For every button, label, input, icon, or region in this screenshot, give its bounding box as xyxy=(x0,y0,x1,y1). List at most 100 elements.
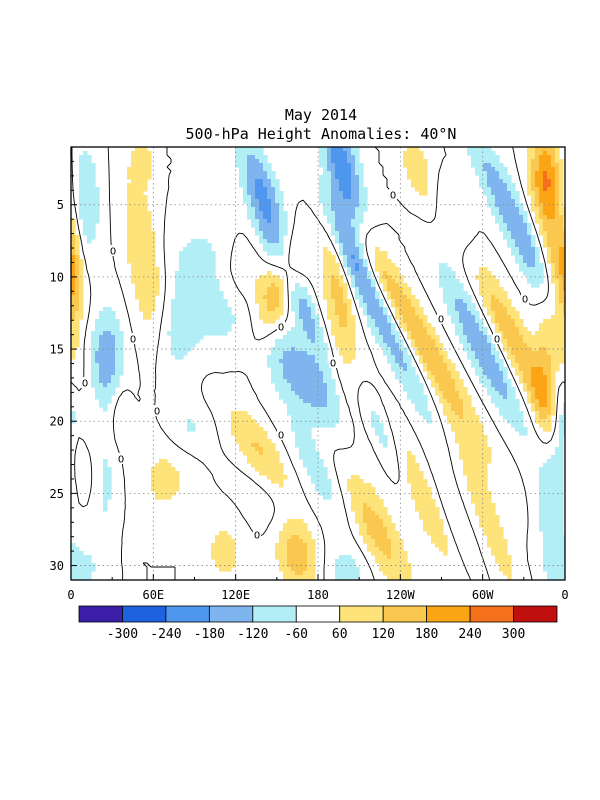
anomaly-cell xyxy=(539,491,564,496)
anomaly-cell xyxy=(263,215,272,220)
anomaly-cell xyxy=(415,347,420,352)
anomaly-cell xyxy=(459,315,476,320)
anomaly-cell xyxy=(563,303,565,308)
anomaly-cell xyxy=(411,483,428,488)
anomaly-cell xyxy=(319,151,328,156)
anomaly-cell xyxy=(551,315,565,320)
anomaly-cell xyxy=(299,455,320,460)
anomaly-cell xyxy=(71,559,92,564)
anomaly-cell xyxy=(527,183,532,188)
anomaly-cell xyxy=(323,267,340,272)
anomaly-cell xyxy=(559,291,565,296)
anomaly-cell xyxy=(331,227,336,232)
anomaly-cell xyxy=(559,415,565,420)
anomaly-cell xyxy=(399,319,404,324)
anomaly-cell xyxy=(523,339,565,344)
anomaly-cell xyxy=(547,251,552,256)
anomaly-cell xyxy=(307,555,316,560)
anomaly-cell xyxy=(251,223,260,228)
anomaly-cell xyxy=(427,531,444,536)
anomaly-cell xyxy=(99,335,116,340)
anomaly-cell xyxy=(255,295,264,300)
anomaly-cell xyxy=(455,327,464,332)
anomaly-cell xyxy=(71,219,76,224)
anomaly-cell xyxy=(383,519,392,524)
anomaly-cell xyxy=(399,363,408,368)
anomaly-cell xyxy=(487,307,492,312)
anomaly-cell xyxy=(527,191,536,196)
anomaly-cell xyxy=(487,183,508,188)
anomaly-cell xyxy=(311,311,316,316)
anomaly-cell xyxy=(463,407,476,412)
anomaly-cell xyxy=(543,171,548,176)
anomaly-cell xyxy=(395,315,404,320)
anomaly-cell xyxy=(91,371,100,376)
anomaly-cell xyxy=(131,279,160,284)
anomaly-cell xyxy=(71,567,96,572)
anomaly-cell xyxy=(503,379,512,384)
anomaly-cell xyxy=(183,247,212,252)
anomaly-cell xyxy=(495,327,500,332)
anomaly-cell xyxy=(71,307,80,312)
anomaly-cell xyxy=(475,167,484,172)
anomaly-cell xyxy=(247,215,256,220)
anomaly-cell xyxy=(335,239,340,244)
anomaly-cell xyxy=(447,415,460,420)
anomaly-cell xyxy=(371,423,384,428)
anomaly-cell xyxy=(335,343,356,348)
x-tick-label: 120E xyxy=(221,588,250,602)
anomaly-cell xyxy=(555,311,564,316)
anomaly-cell xyxy=(467,335,488,340)
anomaly-cell xyxy=(355,519,364,524)
anomaly-cell xyxy=(295,347,328,352)
anomaly-cell xyxy=(351,279,356,284)
anomaly-cell xyxy=(463,299,472,304)
anomaly-cell xyxy=(463,323,480,328)
anomaly-cell xyxy=(547,243,565,248)
anomaly-cell xyxy=(387,531,400,536)
anomaly-cell xyxy=(351,499,384,504)
anomaly-field xyxy=(71,147,565,580)
anomaly-cell xyxy=(379,271,384,276)
anomaly-cell xyxy=(543,319,565,324)
anomaly-cell xyxy=(391,327,396,332)
anomaly-cell xyxy=(191,239,208,244)
anomaly-cell xyxy=(351,255,356,260)
anomaly-cell xyxy=(375,323,392,328)
anomaly-cell xyxy=(479,283,500,288)
anomaly-cell xyxy=(531,167,540,172)
anomaly-cell xyxy=(339,279,344,284)
anomaly-cell xyxy=(319,187,332,192)
contour-label-bg xyxy=(117,453,125,464)
anomaly-cell xyxy=(267,239,280,244)
anomaly-cell xyxy=(255,179,264,184)
anomaly-cell xyxy=(99,399,112,404)
anomaly-cell xyxy=(91,335,100,340)
anomaly-cell xyxy=(271,219,280,224)
anomaly-cell xyxy=(475,503,496,508)
anomaly-cell xyxy=(387,295,392,300)
anomaly-cell xyxy=(531,399,540,404)
anomaly-cell xyxy=(507,383,512,388)
colorbar-swatch xyxy=(469,605,514,623)
colorbar-swatch xyxy=(208,605,254,623)
anomaly-cell xyxy=(455,439,488,444)
anomaly-cell xyxy=(523,219,528,224)
contour-label-bg xyxy=(277,321,285,332)
anomaly-cell xyxy=(135,283,160,288)
anomaly-cell xyxy=(499,171,508,176)
anomaly-cell xyxy=(551,179,556,184)
anomaly-cell xyxy=(491,319,496,324)
anomaly-cell xyxy=(551,375,556,380)
anomaly-cell xyxy=(355,287,360,292)
anomaly-cell xyxy=(535,331,565,336)
anomaly-cell xyxy=(467,355,476,360)
anomaly-cell xyxy=(267,359,280,364)
anomaly-cell xyxy=(479,519,500,524)
anomaly-cell xyxy=(127,199,148,204)
anomaly-cell xyxy=(83,151,88,156)
anomaly-cell xyxy=(359,203,368,208)
anomaly-cell xyxy=(331,287,344,292)
anomaly-cell xyxy=(519,207,524,212)
anomaly-cell xyxy=(527,399,532,404)
